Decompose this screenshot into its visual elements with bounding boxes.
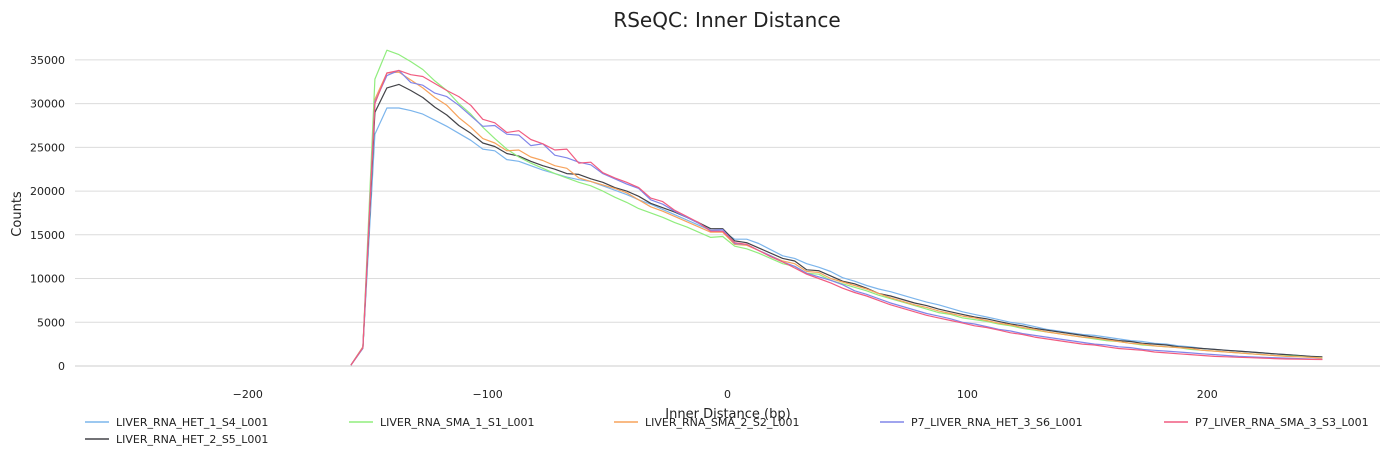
chart-title: RSeQC: Inner Distance bbox=[613, 8, 840, 32]
series-lines bbox=[350, 49, 1323, 366]
x-axis-ticks: −200 −100 0 100 200 bbox=[233, 388, 1218, 401]
series-line-6 bbox=[350, 69, 1323, 366]
y-tick-label: 20000 bbox=[30, 185, 65, 198]
legend-item[interactable]: P7_LIVER_RNA_SMA_3_S3_L001 bbox=[1164, 416, 1369, 429]
series-line-4 bbox=[350, 71, 1323, 366]
legend: LIVER_RNA_HET_1_S4_L001 LIVER_RNA_SMA_1_S… bbox=[85, 416, 1369, 446]
y-tick-label: 35000 bbox=[30, 54, 65, 67]
legend-item[interactable]: LIVER_RNA_SMA_2_S2_L001 bbox=[614, 416, 800, 429]
legend-label: LIVER_RNA_SMA_2_S2_L001 bbox=[645, 416, 800, 429]
x-axis-label: Inner Distance (bp) bbox=[665, 407, 790, 422]
legend-item[interactable]: LIVER_RNA_HET_2_S5_L001 bbox=[85, 433, 268, 446]
x-tick-label: 100 bbox=[957, 388, 978, 401]
legend-label: P7_LIVER_RNA_SMA_3_S3_L001 bbox=[1195, 416, 1369, 429]
legend-item[interactable]: LIVER_RNA_SMA_1_S1_L001 bbox=[349, 416, 535, 429]
series-line-3 bbox=[350, 49, 1323, 366]
y-tick-label: 10000 bbox=[30, 273, 65, 286]
legend-item[interactable]: P7_LIVER_RNA_HET_3_S6_L001 bbox=[880, 416, 1083, 429]
y-axis-label: Counts bbox=[10, 191, 25, 237]
legend-item[interactable]: LIVER_RNA_HET_1_S4_L001 bbox=[85, 416, 268, 429]
x-tick-label: 200 bbox=[1197, 388, 1218, 401]
y-tick-label: 0 bbox=[58, 360, 65, 373]
series-line-2 bbox=[350, 83, 1323, 366]
legend-label: P7_LIVER_RNA_HET_3_S6_L001 bbox=[911, 416, 1083, 429]
y-tick-label: 30000 bbox=[30, 98, 65, 111]
grid-lines bbox=[75, 59, 1380, 323]
series-line-5 bbox=[350, 69, 1323, 366]
y-tick-label: 15000 bbox=[30, 229, 65, 242]
legend-label: LIVER_RNA_SMA_1_S1_L001 bbox=[380, 416, 535, 429]
legend-label: LIVER_RNA_HET_2_S5_L001 bbox=[116, 433, 268, 446]
y-axis-ticks: 0 5000 10000 15000 20000 25000 30000 35000 bbox=[30, 54, 65, 373]
legend-label: LIVER_RNA_HET_1_S4_L001 bbox=[116, 416, 268, 429]
x-tick-label: −200 bbox=[233, 388, 263, 401]
x-tick-label: −100 bbox=[473, 388, 503, 401]
y-tick-label: 25000 bbox=[30, 141, 65, 154]
x-tick-label: 0 bbox=[724, 388, 731, 401]
series-line-1 bbox=[350, 107, 1323, 366]
y-tick-label: 5000 bbox=[37, 316, 65, 329]
